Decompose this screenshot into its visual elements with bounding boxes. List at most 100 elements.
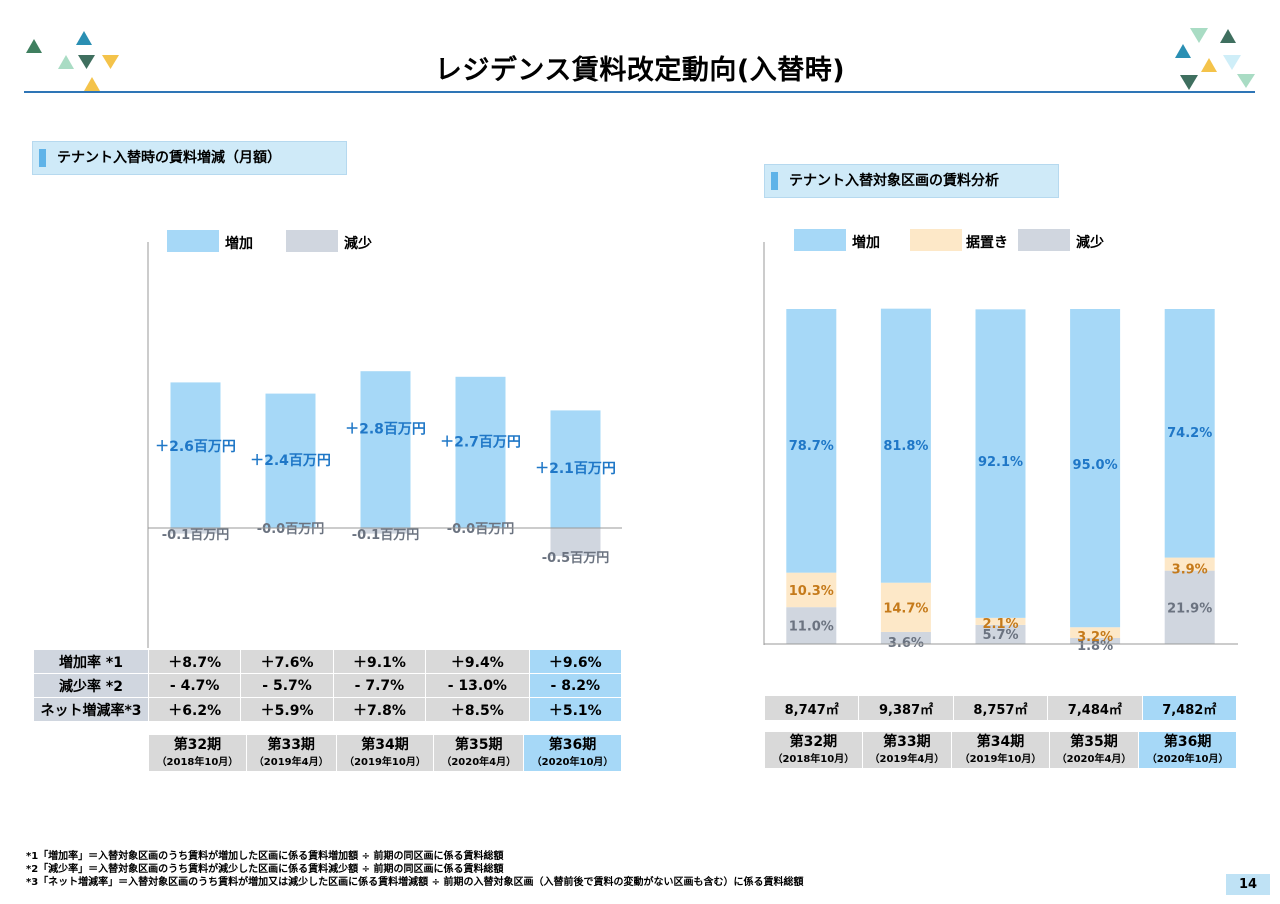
bar-segment [786,309,837,573]
bar-segment [1164,570,1215,644]
table-cell: ＋5.1% [528,697,623,722]
data-label-flat: 14.7% [883,601,928,616]
decorative-triangles-right [1175,28,1255,90]
table-row: ネット増減率*3 ＋6.2% ＋5.9% ＋7.8% ＋8.5% ＋5.1% [33,697,623,722]
table-row: 第32期 （2018年10月） 第33期 （2019年4月） 第34期 （2019年1… [764,731,1237,769]
section-marker [39,149,46,167]
bar-segment [975,624,1026,644]
area-cell: 7,484㎡ [1047,695,1143,721]
area-table: 8,747㎡ 9,387㎡ 8,757㎡ 7,484㎡ 7,482㎡ [763,695,1238,721]
legend-label-decrease: 減少 [344,236,372,252]
bar-segment [1164,309,1215,558]
bar-segment [880,308,931,583]
table-row: 増加率 *1 ＋8.7% ＋7.6% ＋9.1% ＋9.4% ＋9.6% [33,649,623,674]
data-label-increase: ＋2.7百万円 [440,434,521,450]
period-cell: 第34期 （2019年10月） [951,731,1050,769]
data-label-decrease: 5.7% [982,628,1018,643]
table-cell: - 5.7% [240,673,334,698]
table-row: 8,747㎡ 9,387㎡ 8,757㎡ 7,484㎡ 7,482㎡ [763,695,1238,721]
period-name: 第35期 [1070,734,1118,750]
period-cell: 第36期 （2020年10月） [1138,731,1237,769]
period-date: （2020年4月） [1056,754,1132,765]
period-cell: 第34期 （2019年10月） [335,734,435,772]
period-table-right: 第32期 （2018年10月） 第33期 （2019年4月） 第34期 （2019年1… [764,731,1237,769]
period-name: 第33期 [267,737,315,753]
table-cell: - 13.0% [425,673,530,698]
table-cell: ＋7.8% [332,697,427,722]
left-section-header: テナント入替時の賃料増減（月額） [32,141,347,175]
data-label-increase: 78.7% [789,439,834,454]
rent-change-bar-chart: ＋2.6百万円 -0.1百万円 ＋2.4百万円 -0.0百万円 ＋2.8百万円 -0.1百… [147,242,622,648]
period-name: 第34期 [361,737,409,753]
data-label-increase: 92.1% [978,455,1023,470]
period-date: （2020年10月） [531,757,614,768]
period-table-left: 第32期 （2018年10月） 第33期 （2019年4月） 第34期 （2019年1… [148,734,622,772]
area-cell: 9,387㎡ [858,695,954,721]
period-date: （2018年10月） [772,754,855,765]
period-date: （2019年4月） [869,754,945,765]
period-name: 第34期 [976,734,1025,750]
row-label: 増加率 *1 [33,649,149,674]
area-cell: 8,747㎡ [763,695,860,721]
period-cell: 第33期 （2019年4月） [245,734,337,772]
period-date: （2020年4月） [441,757,517,768]
period-cell: 第36期 （2020年10月） [523,734,622,772]
period-cell: 第35期 （2020年4月） [433,734,525,772]
page-number: 14 [1226,874,1270,895]
data-label-decrease: -0.1百万円 [162,528,229,543]
data-label-decrease: 11.0% [789,620,834,635]
data-label-decrease: -0.5百万円 [542,551,609,566]
data-label-decrease: 1.8% [1077,639,1113,654]
legend-swatch-increase [794,229,846,251]
legend-label-decrease: 減少 [1076,235,1104,251]
bar-segment [880,631,931,644]
table-cell: ＋5.9% [240,697,334,722]
data-label-flat: 3.9% [1172,563,1208,578]
period-cell: 第33期 （2019年4月） [861,731,953,769]
period-name: 第32期 [789,734,838,750]
bar-segment [975,309,1026,618]
bar-segment [786,607,837,644]
table-cell: ＋6.2% [147,697,242,722]
table-cell: - 8.2% [528,673,623,698]
footnote: *3「ネット増減率」＝入替対象区画のうち賃料が増加又は減少した区画に係る賃料増減… [26,877,804,888]
title-rule [24,91,1255,93]
data-label-increase: ＋2.6百万円 [155,439,236,455]
table-cell: ＋7.6% [240,649,334,674]
period-date: （2019年4月） [253,757,329,768]
footnote: *1「増加率」＝入替対象区画のうち賃料が増加した区画に係る賃料増加額 ÷ 前期の… [26,851,504,862]
period-date: （2019年10月） [344,757,426,768]
section-marker [771,172,778,190]
right-section-title: テナント入替対象区画の賃料分析 [789,173,999,189]
table-cell: - 7.7% [332,673,427,698]
legend-swatch-decrease [1018,229,1070,251]
period-name: 第35期 [454,737,503,753]
table-cell: ＋9.6% [528,649,623,674]
bar-decrease [360,528,411,534]
period-cell: 第35期 （2020年4月） [1048,731,1140,769]
table-cell: - 4.7% [147,673,242,698]
table-cell: ＋8.5% [425,697,530,722]
right-section-header: テナント入替対象区画の賃料分析 [764,164,1059,198]
bar-increase [455,376,506,528]
table-row: 減少率 *2 - 4.7% - 5.7% - 7.7% - 13.0% - 8.… [33,673,623,698]
period-name: 第36期 [548,737,597,753]
data-label-flat: 2.1% [982,617,1018,632]
bar-segment [1070,627,1121,638]
rent-breakdown-stacked-chart: 11.0%10.3%78.7%3.6%14.7%81.8%5.7%2.1%92.… [763,242,1238,654]
legend-label-flat: 据置き [966,235,1008,251]
table-cell: ＋9.4% [425,649,530,674]
data-label-increase: 81.8% [883,439,928,454]
bar-decrease [170,528,221,534]
bar-segment [1070,309,1121,628]
table-row: 第32期 （2018年10月） 第33期 （2019年4月） 第34期 （2019年1… [148,734,622,772]
bar-segment [1070,637,1121,644]
data-label-increase: 95.0% [1073,458,1118,473]
legend-label-increase: 増加 [852,235,880,251]
decorative-triangles-left [26,31,119,91]
bar-segment [1164,557,1215,571]
period-name: 第32期 [173,737,222,753]
legend-swatch-decrease [286,230,338,252]
bar-increase [550,410,601,528]
left-section-title: テナント入替時の賃料増減（月額） [57,150,281,166]
